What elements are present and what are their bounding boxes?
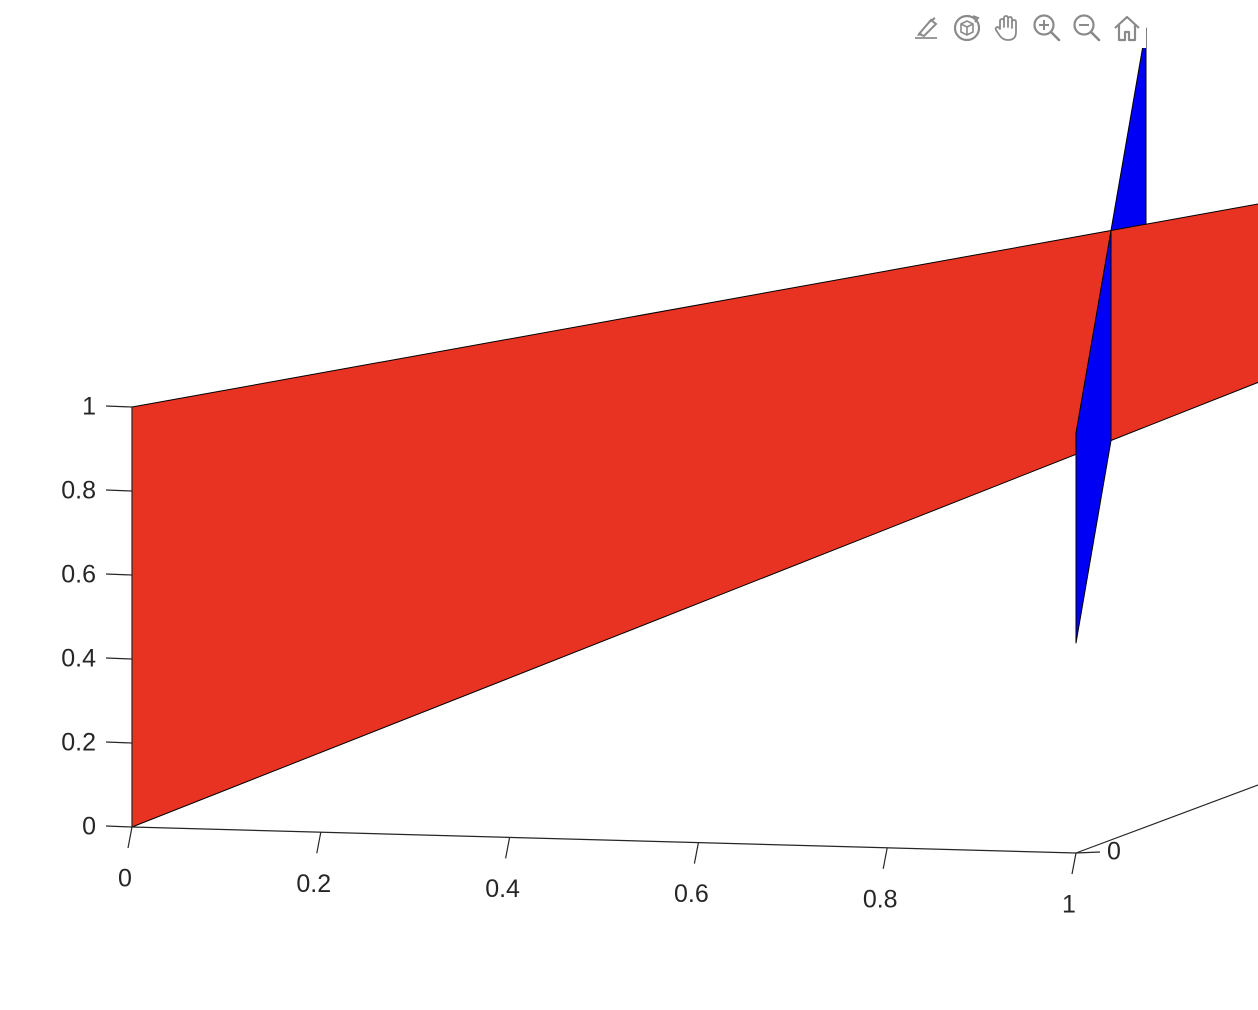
- blue-patch-back: [1110, 27, 1147, 239]
- z-tick: [105, 489, 133, 492]
- red-patch-front: [131, 230, 1112, 828]
- zoom-out-icon: [1071, 12, 1103, 49]
- zoom-in-icon: [1031, 12, 1063, 49]
- x-tick: [693, 842, 699, 864]
- x-tick: [127, 826, 133, 849]
- x-tick: [316, 832, 322, 854]
- z-tick-label: 0.4: [61, 645, 96, 673]
- x-tick: [505, 837, 511, 859]
- x-tick-label: 0: [118, 865, 132, 893]
- rotate-3d-button[interactable]: [948, 12, 986, 48]
- y-axis-line: [1075, 784, 1258, 854]
- restore-view-button[interactable]: [1108, 12, 1146, 48]
- x-tick-label: 1: [1062, 891, 1076, 919]
- blue-patch-front: [1075, 230, 1112, 644]
- z-tick: [105, 741, 133, 744]
- zoom-in-button[interactable]: [1028, 12, 1066, 48]
- zoom-out-button[interactable]: [1068, 12, 1106, 48]
- x-tick: [882, 847, 888, 869]
- x-tick-label: 0.4: [485, 875, 520, 903]
- y-tick-label: 0: [1107, 838, 1121, 866]
- z-tick-label: 0.2: [61, 729, 96, 757]
- z-tick-label: 1: [82, 393, 96, 421]
- x-tick-label: 0.2: [296, 870, 331, 898]
- z-tick-label: 0.6: [61, 561, 96, 589]
- brush-button[interactable]: [908, 12, 946, 48]
- pan-button[interactable]: [988, 12, 1026, 48]
- z-tick: [105, 657, 133, 660]
- x-tick-label: 0.8: [863, 885, 898, 913]
- z-tick: [105, 825, 133, 828]
- z-tick-label: 0.8: [61, 477, 96, 505]
- rotate-3d-icon: [951, 12, 983, 49]
- home-icon: [1111, 12, 1143, 49]
- x-axis-line: [131, 826, 1077, 854]
- surface-patches: [131, 27, 1258, 828]
- axes-toolbar: [908, 12, 1146, 48]
- x-tick: [1071, 852, 1077, 875]
- z-tick: [105, 573, 133, 576]
- hand-pan-icon: [991, 12, 1023, 49]
- z-tick-label: 0: [82, 813, 96, 841]
- brush-data-icon: [911, 12, 943, 49]
- y-tick: [1075, 851, 1101, 854]
- z-tick: [105, 405, 133, 408]
- x-tick-label: 0.6: [674, 880, 709, 908]
- axes: 00.20.40.60.8100.20.40.60.8100.20.40.60.…: [61, 393, 1258, 919]
